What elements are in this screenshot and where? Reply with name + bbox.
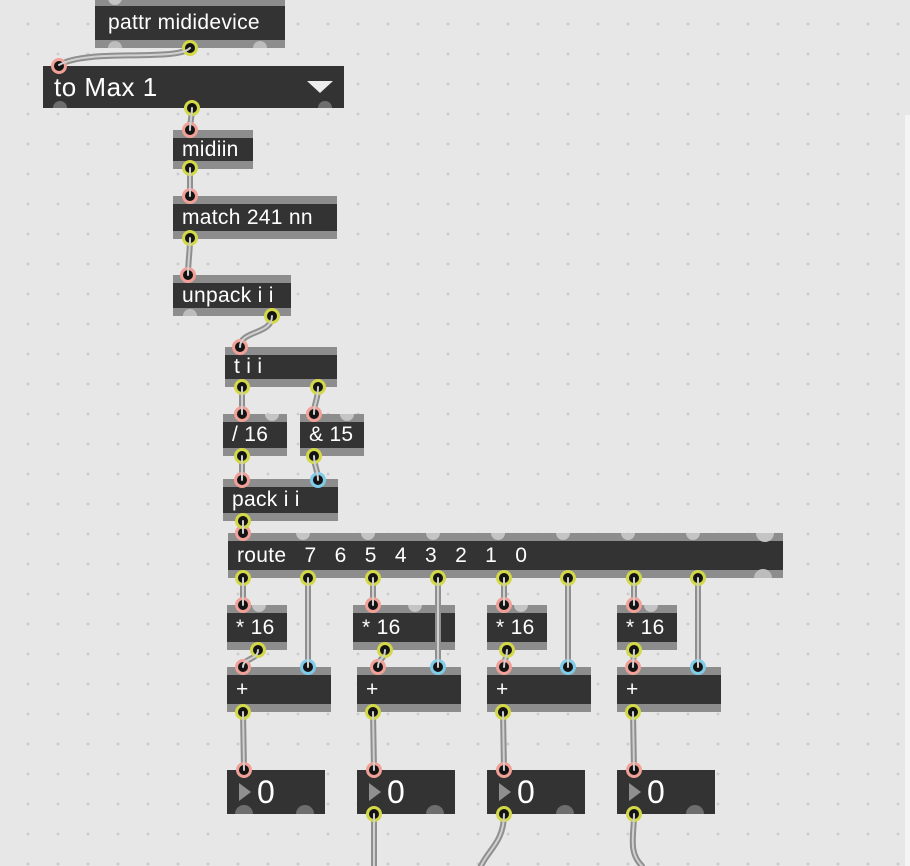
object-text: + <box>236 677 249 701</box>
object-box-multiply-2[interactable]: * 16 <box>353 605 455 650</box>
object-text: + <box>626 677 639 701</box>
patch-cord[interactable] <box>632 711 635 771</box>
object-text: * 16 <box>236 615 275 639</box>
patch-cord[interactable] <box>500 709 507 773</box>
patch-cord[interactable] <box>185 235 193 278</box>
object-box-pack[interactable]: pack i i <box>223 479 338 521</box>
patch-cord[interactable] <box>313 455 319 481</box>
patch-cord[interactable] <box>377 649 386 668</box>
patch-cord[interactable] <box>311 453 321 483</box>
patch-cord[interactable] <box>629 811 645 866</box>
object-text: + <box>496 677 509 701</box>
patch-cord[interactable] <box>501 647 510 670</box>
object-box-multiply-1[interactable]: * 16 <box>227 605 287 650</box>
object-box-divide-16[interactable]: / 16 <box>223 414 287 456</box>
patch-cord[interactable] <box>58 47 191 66</box>
patch-cord[interactable] <box>630 709 637 773</box>
object-box-multiply-4[interactable]: * 16 <box>617 605 677 650</box>
patch-cord[interactable] <box>503 649 508 668</box>
object-text: + <box>366 677 379 701</box>
patch-cord[interactable] <box>237 313 275 350</box>
patch-cord[interactable] <box>630 647 637 670</box>
object-text: * 16 <box>496 615 535 639</box>
patch-cord[interactable] <box>370 709 377 773</box>
dropdown-arrow-icon <box>307 81 333 93</box>
object-text: & 15 <box>309 423 354 446</box>
object-text: match 241 nn <box>182 205 313 229</box>
number-value: 0 <box>387 773 406 810</box>
object-box-plus-3[interactable]: + <box>487 667 591 712</box>
patch-cord[interactable] <box>632 649 635 668</box>
object-box-plus-1[interactable]: + <box>227 667 331 712</box>
number-value: 0 <box>647 773 666 810</box>
number-box-arrow-icon <box>239 783 251 801</box>
number-box-1[interactable]: 0 <box>227 770 325 814</box>
patch-cord[interactable] <box>240 647 261 670</box>
object-text: * 16 <box>626 615 665 639</box>
number-box-arrow-icon <box>629 783 641 801</box>
number-box-arrow-icon <box>499 783 511 801</box>
number-box-2[interactable]: 0 <box>357 770 455 814</box>
patch-cord[interactable] <box>56 45 193 68</box>
object-text: t i i <box>234 355 263 378</box>
patch-cord[interactable] <box>478 811 507 866</box>
number-value: 0 <box>517 773 536 810</box>
object-text: midiin <box>182 137 239 161</box>
patch-cord[interactable] <box>187 105 195 133</box>
object-box-midiin[interactable]: midiin <box>173 130 253 169</box>
patch-cord[interactable] <box>631 813 643 866</box>
umenu-selected-item: to Max 1 <box>54 71 158 102</box>
patch-cord[interactable] <box>189 107 193 131</box>
umenu-dropdown[interactable]: to Max 1 <box>43 66 344 108</box>
number-box-4[interactable]: 0 <box>617 770 715 814</box>
object-text: / 16 <box>232 423 269 446</box>
object-box-multiply-3[interactable]: * 16 <box>487 605 547 650</box>
object-box-pattr[interactable]: pattr mididevice <box>95 0 285 48</box>
patch-cord[interactable] <box>242 711 245 771</box>
patch-cord[interactable] <box>240 709 247 773</box>
object-box-route[interactable]: route 7 6 5 4 3 2 1 0 <box>228 533 783 578</box>
patch-cord[interactable] <box>187 237 191 276</box>
number-box-arrow-icon <box>369 783 381 801</box>
object-box-plus-4[interactable]: + <box>617 667 721 712</box>
number-value: 0 <box>257 773 276 810</box>
patch-cord[interactable] <box>480 813 505 866</box>
patch-cord[interactable] <box>313 386 319 415</box>
object-text: * 16 <box>362 615 401 639</box>
patch-cord[interactable] <box>372 711 375 771</box>
window-edge <box>905 115 910 866</box>
object-box-trigger[interactable]: t i i <box>225 347 337 387</box>
patch-cord[interactable] <box>242 649 259 668</box>
patch-cord[interactable] <box>502 711 505 771</box>
object-box-match[interactable]: match 241 nn <box>173 196 337 239</box>
patch-cord[interactable] <box>375 647 388 670</box>
object-text: route 7 6 5 4 3 2 1 0 <box>237 543 528 567</box>
object-text: unpack i i <box>182 283 274 307</box>
object-box-plus-2[interactable]: + <box>357 667 461 712</box>
object-text: pack i i <box>232 488 300 511</box>
patch-cord[interactable] <box>239 315 273 348</box>
object-text: pattr mididevice <box>108 11 260 34</box>
number-box-3[interactable]: 0 <box>487 770 585 814</box>
object-box-bitand-15[interactable]: & 15 <box>300 414 364 456</box>
patch-cord[interactable] <box>311 384 321 417</box>
object-box-unpack[interactable]: unpack i i <box>173 275 291 316</box>
